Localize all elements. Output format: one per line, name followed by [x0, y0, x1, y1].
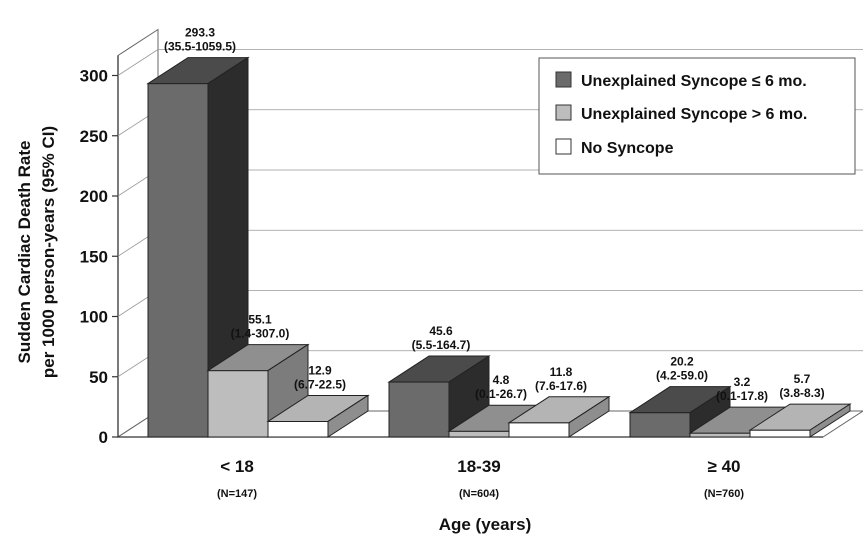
- gridline-diagonal: [117, 49, 159, 76]
- data-label-value: 12.9: [308, 363, 332, 377]
- x-tick-sublabel: (N=147): [217, 488, 257, 500]
- data-labels: 293.3(35.5-1059.5) 55.1(1.4-307.0) 12.9(6.…: [164, 26, 825, 404]
- y-tick-label: 0: [99, 428, 108, 447]
- bar-side: [568, 395, 610, 438]
- data-label-ci: (3.8-8.3): [779, 386, 824, 400]
- x-tick-sublabel: (N=604): [459, 488, 499, 500]
- y-tick-label: 200: [80, 187, 108, 206]
- bar-front: [388, 381, 450, 438]
- x-axis-title: Age (years): [439, 515, 532, 534]
- data-label-value: 4.8: [493, 373, 510, 387]
- bar-front: [508, 422, 570, 438]
- bar-front: [207, 370, 269, 438]
- data-label-ci: (6.7-22.5): [294, 377, 346, 391]
- x-tick-label: < 18: [220, 457, 254, 476]
- data-label-value: 293.3: [185, 26, 215, 40]
- bar-front: [629, 412, 691, 438]
- data-label-value: 45.6: [429, 324, 453, 338]
- data-label-ci: (1.4-307.0): [231, 327, 290, 341]
- legend-label-series-2: Unexplained Syncope > 6 mo.: [581, 106, 807, 123]
- data-label-ci: (0.1-17.8): [716, 389, 768, 403]
- data-label-ci: (35.5-1059.5): [164, 40, 236, 54]
- data-label-value: 55.1: [248, 313, 272, 327]
- y-tick-label: 150: [80, 247, 108, 266]
- bar-front: [749, 429, 811, 438]
- data-label-ci: (4.2-59.0): [656, 369, 708, 383]
- legend: Unexplained Syncope ≤ 6 mo. Unexplained …: [538, 57, 856, 175]
- y-axis-title-line1: Sudden Cardiac Death Rate: [15, 141, 34, 364]
- legend-label-series-1: Unexplained Syncope ≤ 6 mo.: [581, 73, 807, 90]
- y-tick-label: 300: [80, 67, 108, 86]
- data-label-ci: (5.5-164.7): [412, 338, 471, 352]
- bar-side: [809, 403, 851, 438]
- data-label-ci: (0.1-26.7): [475, 387, 527, 401]
- y-axis-title-line2: per 1000 person-years (95% CI): [39, 126, 58, 378]
- legend-box: [538, 57, 856, 175]
- x-tick-label: 18-39: [457, 457, 500, 476]
- legend-swatch-series-1: [555, 71, 572, 88]
- y-tick-label: 50: [89, 368, 108, 387]
- x-axis-categories: < 18 (N=147) 18-39 (N=604) ≥ 40 (N=760): [217, 457, 744, 500]
- x-tick-label: ≥ 40: [708, 457, 741, 476]
- bar-front: [267, 420, 329, 438]
- data-label-value: 3.2: [734, 375, 751, 389]
- data-label-value: 20.2: [670, 355, 694, 369]
- x-tick-sublabel: (N=760): [704, 488, 744, 500]
- legend-swatch-series-3: [555, 138, 572, 155]
- data-label-value: 11.8: [550, 365, 573, 379]
- legend-swatch-series-2: [555, 104, 572, 121]
- bar-front: [689, 432, 751, 438]
- legend-label-series-3: No Syncope: [581, 140, 674, 157]
- data-label-value: 5.7: [794, 372, 811, 386]
- y-tick-label: 250: [80, 127, 108, 146]
- bar-front: [147, 83, 209, 438]
- bar-side: [327, 394, 369, 438]
- bar-front: [448, 430, 510, 438]
- bars: [146, 56, 852, 438]
- y-axis-ticks: 0 50 100 150 200 250 300: [80, 67, 118, 447]
- data-label-ci: (7.6-17.6): [535, 379, 587, 393]
- y-tick-label: 100: [80, 308, 108, 327]
